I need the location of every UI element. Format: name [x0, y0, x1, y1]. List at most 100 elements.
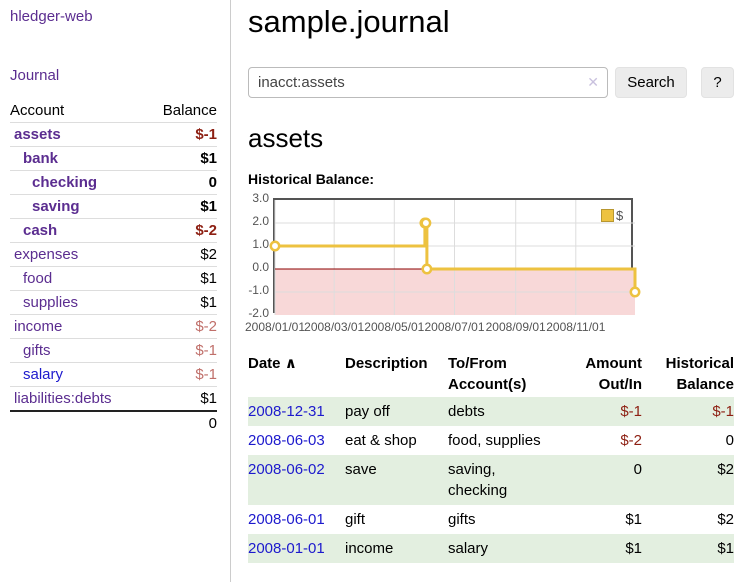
account-balance: 0	[208, 174, 217, 191]
accounts-total-spacer	[10, 411, 145, 435]
account-row: food $1	[10, 266, 217, 291]
amount-cell: $-2	[620, 432, 642, 449]
register-col-date[interactable]: Date ∧	[248, 355, 297, 372]
accounts-cell: saving, checking	[448, 461, 508, 499]
account-link-cash[interactable]: cash	[23, 222, 58, 239]
search-button[interactable]: Search	[615, 67, 687, 98]
account-link-liabilities-debts[interactable]: liabilities:debts	[14, 390, 112, 407]
accounts-cell: salary	[448, 540, 489, 557]
account-row: income $-2	[10, 314, 217, 339]
chart-plot-area: $	[269, 198, 641, 315]
description-cell: gift	[345, 511, 366, 528]
accounts-header-row: Account Balance	[10, 99, 217, 123]
register-col-balance[interactable]: Historical Balance	[665, 355, 734, 393]
register-row: 2008-06-03 eat & shop food, supplies $-2 0	[248, 426, 734, 455]
account-balance: $-2	[195, 222, 217, 239]
account-link-salary[interactable]: salary	[23, 366, 64, 383]
account-row: gifts $-1	[10, 338, 217, 363]
register-row: 2008-06-02 save saving, checking 0 $2	[248, 455, 734, 505]
chart-canvas	[269, 200, 641, 315]
date-link[interactable]: 2008-12-31	[248, 403, 325, 420]
date-link[interactable]: 2008-06-03	[248, 432, 325, 449]
accounts-cell: food, supplies	[448, 432, 541, 449]
x-axis-tick: 2008/03/01	[304, 320, 365, 334]
sort-asc-icon: ∧	[284, 355, 297, 372]
x-axis-tick: 2008/07/01	[424, 320, 485, 334]
account-row: checking 0	[10, 170, 217, 195]
account-link-supplies[interactable]: supplies	[23, 294, 79, 311]
date-link[interactable]: 2008-01-01	[248, 540, 325, 557]
sidebar-item-journal[interactable]: Journal	[10, 67, 60, 84]
account-link-assets[interactable]: assets	[14, 126, 61, 143]
x-axis-tick: 2008/09/01	[485, 320, 546, 334]
register-header-row: Date ∧ Description To/From Account(s) Am…	[248, 351, 734, 397]
account-balance: $-2	[195, 318, 217, 335]
account-link-expenses[interactable]: expenses	[14, 246, 79, 263]
account-balance: $1	[200, 150, 217, 167]
x-axis-tick: 2008/05/01	[364, 320, 425, 334]
chart-legend: $	[601, 208, 623, 223]
account-balance: $1	[200, 270, 217, 287]
balance-cell: $1	[717, 540, 734, 557]
search-input-wrap: ✕	[248, 67, 608, 98]
accounts-col-balance: Balance	[162, 102, 217, 119]
account-link-income[interactable]: income	[14, 318, 63, 335]
y-axis-tick: 0.0	[252, 260, 269, 274]
accounts-cell: gifts	[448, 511, 476, 528]
account-balance: $1	[200, 390, 217, 407]
historical-balance-chart: $ 3.0 2.0 1.0 0.0 -1.0 -2.0 2008/01/01 2008/03/…	[245, 191, 734, 336]
accounts-cell: debts	[448, 403, 485, 420]
accounts-table-body: assets $-1 bank $1 checking 0 saving $1 cash $-2 e…	[10, 122, 217, 412]
account-balance: $1	[200, 294, 217, 311]
account-link-saving[interactable]: saving	[32, 198, 80, 215]
legend-swatch-icon	[601, 209, 614, 222]
accounts-total-value: 0	[208, 415, 217, 432]
amount-cell: $1	[625, 540, 642, 557]
account-row: cash $-2	[10, 218, 217, 243]
amount-cell: $1	[625, 511, 642, 528]
clear-search-icon[interactable]: ✕	[587, 74, 599, 90]
description-cell: save	[345, 461, 377, 478]
amount-cell: 0	[633, 461, 642, 478]
accounts-table: Account Balance assets $-1 bank $1 checking 0…	[10, 99, 217, 435]
account-row: expenses $2	[10, 242, 217, 267]
account-balance: $-1	[195, 366, 217, 383]
y-axis-tick: 1.0	[252, 237, 269, 251]
app-brand-link[interactable]: hledger-web	[10, 8, 93, 25]
search-form: ✕ Search ?	[248, 67, 734, 98]
search-input[interactable]	[248, 67, 608, 98]
x-axis-tick: 2008/11/01	[546, 320, 606, 334]
y-axis-tick: 2.0	[252, 214, 269, 228]
register-table: Date ∧ Description To/From Account(s) Am…	[248, 351, 734, 563]
help-button[interactable]: ?	[701, 67, 734, 98]
account-link-gifts[interactable]: gifts	[23, 342, 51, 359]
account-link-food[interactable]: food	[23, 270, 53, 287]
balance-cell: $-1	[712, 403, 734, 420]
account-link-bank[interactable]: bank	[23, 150, 59, 167]
account-row: bank $1	[10, 146, 217, 171]
account-balance: $1	[200, 198, 217, 215]
page-title: sample.journal	[248, 4, 450, 39]
y-axis-tick: -1.0	[248, 283, 269, 297]
balance-cell: 0	[725, 432, 734, 449]
y-axis-tick: 3.0	[252, 191, 269, 205]
date-link[interactable]: 2008-06-01	[248, 511, 325, 528]
account-balance: $2	[200, 246, 217, 263]
register-row: 2008-06-01 gift gifts $1 $2	[248, 505, 734, 534]
account-balance: $-1	[195, 126, 217, 143]
account-link-checking[interactable]: checking	[32, 174, 98, 191]
legend-label: $	[616, 208, 624, 223]
accounts-total-row: 0	[10, 411, 217, 435]
register-table-body: 2008-12-31 pay off debts $-1 $-1 2008-06-03 ea…	[248, 397, 734, 563]
date-link[interactable]: 2008-06-02	[248, 461, 325, 478]
account-row: saving $1	[10, 194, 217, 219]
chart-title: Historical Balance:	[248, 171, 375, 187]
main-content: sample.journal ✕ Search ? assets Histori…	[245, 0, 734, 563]
register-col-account[interactable]: To/From Account(s)	[448, 355, 527, 393]
register-row: 2008-01-01 income salary $1 $1	[248, 534, 734, 563]
amount-cell: $-1	[620, 403, 642, 420]
register-col-description[interactable]: Description	[345, 355, 428, 372]
register-col-amount[interactable]: Amount Out/In	[585, 355, 642, 393]
account-balance: $-1	[195, 342, 217, 359]
y-axis-tick: -2.0	[248, 306, 269, 320]
